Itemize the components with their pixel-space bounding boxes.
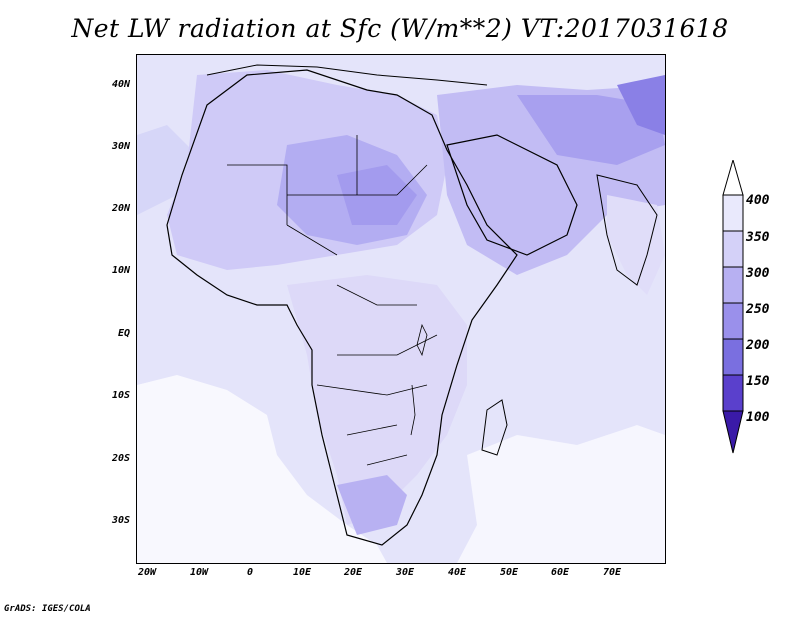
colorbar-bin-6 — [722, 374, 744, 412]
india-coastline — [596, 174, 658, 286]
lat-label-20n: 20N — [111, 203, 130, 214]
lat-label-20s: 20S — [111, 453, 130, 464]
shaded-field-map — [137, 55, 665, 563]
africa-coastline — [166, 69, 518, 546]
field-south-africa — [337, 475, 407, 535]
lat-label-40n: 40N — [111, 79, 130, 90]
lon-label-0: 0 — [246, 567, 254, 578]
colorbar-bin-4 — [722, 302, 744, 340]
colorbar-top-arrow — [722, 160, 744, 196]
lon-label-70e: 70E — [602, 567, 622, 578]
field-north-atlantic — [137, 125, 197, 215]
country-borders — [227, 135, 438, 466]
madagascar-coastline — [481, 399, 508, 456]
grads-credit: GrADS: IGES/COLA — [4, 604, 91, 614]
lon-label-10e: 10E — [292, 567, 312, 578]
colorbar-label-400: 400 — [746, 193, 770, 208]
colorbar-label-300: 300 — [746, 266, 770, 281]
lon-label-40e: 40E — [447, 567, 467, 578]
colorbar-bin-2 — [722, 230, 744, 268]
field-indian-ocean — [457, 425, 665, 563]
colorbar-label-200: 200 — [746, 338, 770, 353]
lat-label-10s: 10S — [111, 390, 130, 401]
colorbar-bin-5 — [722, 338, 744, 376]
lat-label-30n: 30N — [111, 141, 130, 152]
colorbar-label-250: 250 — [746, 302, 770, 317]
mediterranean-north-shore — [206, 64, 488, 86]
map-title: Net LW radiation at Sfc (W/m**2) VT:2017… — [71, 14, 729, 43]
colorbar — [722, 160, 744, 454]
lon-label-60e: 60E — [550, 567, 570, 578]
lat-label-10n: 10N — [111, 265, 130, 276]
field-india — [607, 195, 665, 295]
lat-label-eq: EQ — [117, 328, 130, 339]
lon-label-30e: 30E — [395, 567, 415, 578]
field-central-africa — [287, 275, 467, 525]
lon-label-20e: 20E — [343, 567, 363, 578]
colorbar-bottom-arrow — [722, 410, 744, 454]
lat-label-30s: 30S — [111, 515, 130, 526]
lon-label-10w: 10W — [189, 567, 209, 578]
colorbar-bin-1 — [722, 194, 744, 232]
lon-label-50e: 50E — [499, 567, 519, 578]
field-iran — [517, 95, 665, 165]
lon-label-20w: 20W — [137, 567, 157, 578]
map-panel — [136, 54, 666, 564]
colorbar-label-100: 100 — [746, 410, 770, 425]
arabia-coastline — [446, 134, 578, 256]
colorbar-label-150: 150 — [746, 374, 770, 389]
lake-victoria — [416, 323, 428, 357]
field-himalaya — [617, 75, 665, 135]
field-south-atlantic — [137, 375, 387, 563]
lake-tanganyika — [410, 384, 416, 436]
colorbar-label-350: 350 — [746, 230, 770, 245]
colorbar-bin-3 — [722, 266, 744, 304]
